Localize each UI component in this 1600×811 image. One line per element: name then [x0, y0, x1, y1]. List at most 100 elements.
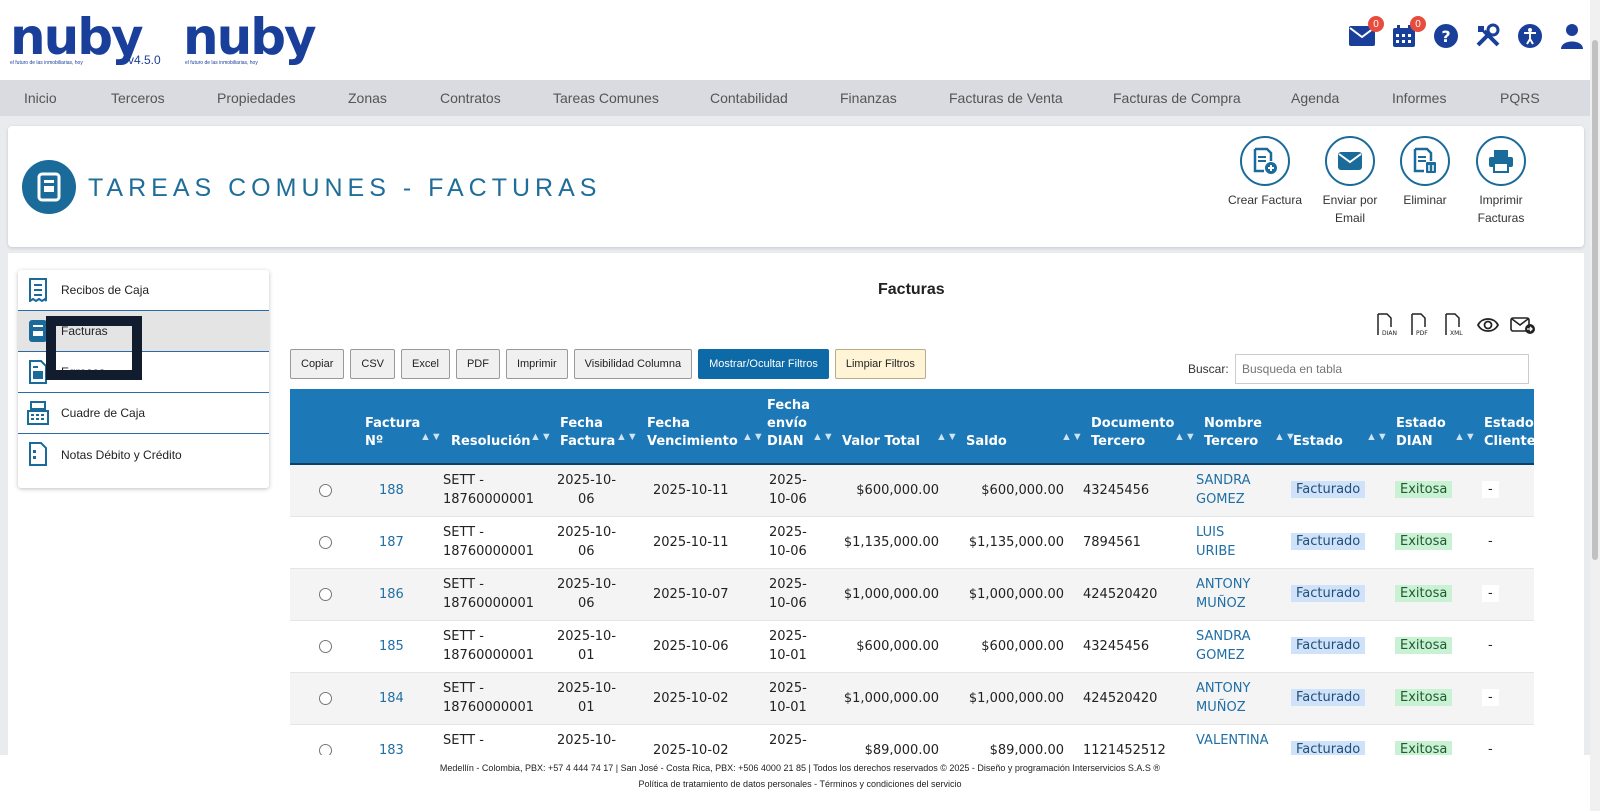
nav-tareas-comunes[interactable]: Tareas Comunes — [553, 90, 659, 106]
col-documento-tercero[interactable]: Documento Tercero — [1091, 416, 1175, 449]
col-nombre-tercero[interactable]: Nombre Tercero — [1204, 416, 1262, 449]
create-invoice-button[interactable]: Crear Factura — [1225, 136, 1305, 209]
third-party-name-line2[interactable]: GOMEZ — [1196, 648, 1245, 663]
nav-pqrs[interactable]: PQRS — [1500, 90, 1540, 106]
col-estado[interactable]: Estado — [1293, 434, 1343, 449]
sort-icon[interactable]: ▲▼ — [1274, 431, 1296, 443]
sort-icon[interactable]: ▲▼ — [616, 431, 638, 443]
third-party-name-line2[interactable]: MUÑOZ — [1196, 596, 1246, 611]
delete-button[interactable]: Eliminar — [1385, 136, 1465, 209]
invoice-number-link[interactable]: 188 — [379, 483, 404, 498]
row-select-radio[interactable] — [319, 640, 332, 653]
user-icon[interactable] — [1558, 22, 1586, 50]
nuby-logo[interactable]: nuby — [10, 8, 144, 66]
invoice-number-link[interactable]: 183 — [379, 743, 404, 758]
print-button[interactable]: Imprimir — [505, 349, 568, 379]
invoice-number-link[interactable]: 187 — [379, 535, 404, 550]
email-button[interactable]: Enviar por Email — [1310, 136, 1390, 227]
row-select-radio[interactable] — [319, 484, 332, 497]
col-resolucion[interactable]: Resolución — [451, 434, 531, 449]
col-estado-cliente[interactable]: Estado Cliente — [1484, 416, 1534, 449]
col-fecha-factura[interactable]: Fecha Factura — [560, 416, 616, 449]
row-select-radio[interactable] — [319, 536, 332, 549]
nav-propiedades[interactable]: Propiedades — [217, 90, 296, 106]
tools-icon[interactable] — [1474, 22, 1502, 50]
csv-button[interactable]: CSV — [350, 349, 396, 379]
third-party-name-line1[interactable]: ANTONY — [1196, 577, 1251, 592]
scrollbar-thumb[interactable] — [1592, 40, 1598, 560]
invoice-number-link[interactable]: 184 — [379, 691, 404, 706]
table-row[interactable]: 187 SETT -18760000001 2025-10- 06 2025-10-11… — [290, 517, 1534, 569]
sort-icon[interactable]: ▲▼ — [1174, 431, 1196, 443]
sort-icon[interactable]: ▲▼ — [530, 431, 552, 443]
resolution-line1: SETT - — [443, 577, 484, 592]
side-item-cuadre[interactable]: Cuadre de Caja — [18, 393, 269, 434]
mail-send-icon[interactable] — [1510, 313, 1536, 337]
column-visibility-button[interactable]: Visibilidad Columna — [573, 349, 693, 379]
help-icon[interactable]: ? — [1432, 22, 1460, 50]
footer-legal-links[interactable]: Política de tratamiento de datos persona… — [638, 779, 962, 789]
invoices-table: Factura Nº ▲▼ Resolución ▲▼ Fecha Factur… — [290, 389, 1534, 777]
sort-icon[interactable]: ▲▼ — [742, 431, 764, 443]
xml-export-icon[interactable]: XML — [1442, 313, 1466, 337]
table-row[interactable]: 184 SETT -18760000001 2025-10- 01 2025-10-02… — [290, 673, 1534, 725]
dian-status-badge: Exitosa — [1395, 689, 1453, 706]
excel-button[interactable]: Excel — [401, 349, 450, 379]
clear-filters-button[interactable]: Limpiar Filtros — [834, 349, 926, 379]
nav-agenda[interactable]: Agenda — [1291, 90, 1340, 106]
calendar-icon[interactable]: 0 — [1390, 16, 1426, 50]
table-row[interactable]: 185 SETT -18760000001 2025-10- 01 2025-10-06… — [290, 621, 1534, 673]
search-input[interactable] — [1235, 354, 1529, 384]
nav-finanzas[interactable]: Finanzas — [840, 90, 897, 106]
third-party-name-line1[interactable]: SANDRA — [1196, 473, 1251, 488]
page-scrollbar[interactable] — [1590, 0, 1600, 811]
accessibility-icon[interactable] — [1516, 22, 1544, 50]
col-factura[interactable]: Factura Nº — [365, 416, 421, 449]
col-estado-dian[interactable]: Estado DIAN — [1396, 416, 1446, 449]
third-party-name-line1[interactable]: SANDRA — [1196, 629, 1251, 644]
nav-inicio[interactable]: Inicio — [24, 90, 57, 106]
copy-button[interactable]: Copiar — [290, 349, 345, 379]
nav-facturas-compra[interactable]: Facturas de Compra — [1113, 90, 1241, 106]
dian-date-line1: 2025- — [769, 733, 807, 748]
pdf-button[interactable]: PDF — [455, 349, 500, 379]
third-party-name-line2[interactable]: MUÑOZ — [1196, 700, 1246, 715]
print-invoices-button[interactable]: Imprimir Facturas — [1461, 136, 1541, 227]
row-select-radio[interactable] — [319, 692, 332, 705]
nav-contratos[interactable]: Contratos — [440, 90, 501, 106]
toggle-filters-button[interactable]: Mostrar/Ocultar Filtros — [698, 349, 829, 379]
side-item-notas[interactable]: Notas Débito y Crédito — [18, 434, 269, 475]
third-party-name-line2[interactable]: URIBE — [1196, 544, 1236, 559]
status-badge: Facturado — [1291, 689, 1366, 706]
nav-zonas[interactable]: Zonas — [348, 90, 387, 106]
col-saldo[interactable]: Saldo — [966, 434, 1007, 449]
third-party-name-line1[interactable]: VALENTINA — [1196, 733, 1269, 748]
mail-icon[interactable]: 0 — [1348, 16, 1384, 50]
pdf-export-icon[interactable]: PDF — [1408, 313, 1432, 337]
sort-icon[interactable]: ▲▼ — [420, 431, 442, 443]
sort-icon[interactable]: ▲▼ — [1061, 431, 1083, 443]
nav-terceros[interactable]: Terceros — [111, 90, 165, 106]
nav-contabilidad[interactable]: Contabilidad — [710, 90, 788, 106]
col-valor-total[interactable]: Valor Total — [842, 434, 920, 449]
col-fecha-envio-dian[interactable]: Fecha envío DIAN — [767, 398, 810, 449]
col-fecha-vencimiento[interactable]: Fecha Vencimiento — [647, 416, 738, 449]
row-select-radio[interactable] — [319, 588, 332, 601]
sort-icon[interactable]: ▲▼ — [1454, 431, 1476, 443]
third-party-name-line1[interactable]: ANTONY — [1196, 681, 1251, 696]
nav-facturas-venta[interactable]: Facturas de Venta — [949, 90, 1063, 106]
table-body: 188 SETT -18760000001 2025-10- 06 2025-10-11… — [290, 465, 1534, 777]
dian-export-icon[interactable]: DIAN — [1374, 313, 1398, 337]
eye-icon[interactable] — [1476, 313, 1500, 337]
invoice-number-link[interactable]: 185 — [379, 639, 404, 654]
sort-icon[interactable]: ▲▼ — [812, 431, 834, 443]
table-row[interactable]: 188 SETT -18760000001 2025-10- 06 2025-10-11… — [290, 465, 1534, 517]
third-party-name-line2[interactable]: GOMEZ — [1196, 492, 1245, 507]
sort-icon[interactable]: ▲▼ — [1366, 431, 1388, 443]
table-row[interactable]: 186 SETT -18760000001 2025-10- 06 2025-10-07… — [290, 569, 1534, 621]
third-party-name-line1[interactable]: LUIS — [1196, 525, 1225, 540]
invoice-number-link[interactable]: 186 — [379, 587, 404, 602]
side-item-recibos[interactable]: Recibos de Caja — [18, 270, 269, 311]
sort-icon[interactable]: ▲▼ — [936, 431, 958, 443]
nav-informes[interactable]: Informes — [1392, 90, 1447, 106]
